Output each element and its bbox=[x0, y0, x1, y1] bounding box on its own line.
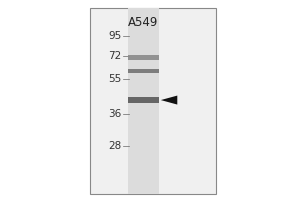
Text: 36: 36 bbox=[108, 109, 122, 119]
Text: A549: A549 bbox=[128, 16, 159, 29]
Bar bbox=[128, 97, 159, 103]
Text: 28: 28 bbox=[108, 141, 122, 151]
Bar bbox=[128, 69, 159, 73]
Text: 95: 95 bbox=[108, 31, 122, 41]
Bar bbox=[128, 55, 159, 60]
Bar bbox=[128, 8, 159, 194]
Text: 72: 72 bbox=[108, 51, 122, 61]
Text: 55: 55 bbox=[108, 74, 122, 84]
FancyBboxPatch shape bbox=[90, 8, 216, 194]
Polygon shape bbox=[161, 96, 177, 105]
